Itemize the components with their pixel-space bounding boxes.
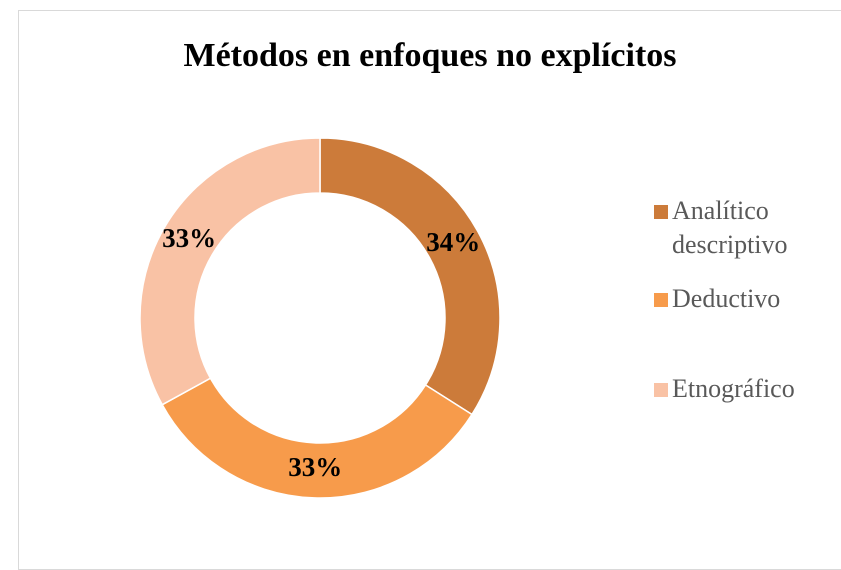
legend-swatch — [654, 293, 668, 307]
legend-label: Etnográfico — [672, 374, 795, 403]
data-label: 33% — [162, 223, 216, 253]
legend-label: Analítico descriptivo — [672, 196, 788, 259]
legend-swatch — [654, 383, 668, 397]
page: Métodos en enfoques no explícitos 34% 33%… — [18, 10, 841, 570]
donut-slice — [319, 137, 501, 416]
data-label: 33% — [288, 452, 342, 482]
legend-item: Analítico descriptivo — [648, 194, 838, 262]
data-label: 34% — [426, 227, 480, 257]
legend-item: Etnográfico — [648, 372, 795, 406]
donut-slice — [139, 137, 321, 406]
legend-label: Deductivo — [672, 284, 781, 313]
chart-title: Métodos en enfoques no explícitos — [184, 37, 677, 74]
legend-item: Deductivo — [648, 282, 780, 316]
legend-swatch — [654, 205, 668, 219]
chart: Métodos en enfoques no explícitos 34% 33%… — [139, 37, 677, 499]
donut-slice — [161, 377, 474, 499]
